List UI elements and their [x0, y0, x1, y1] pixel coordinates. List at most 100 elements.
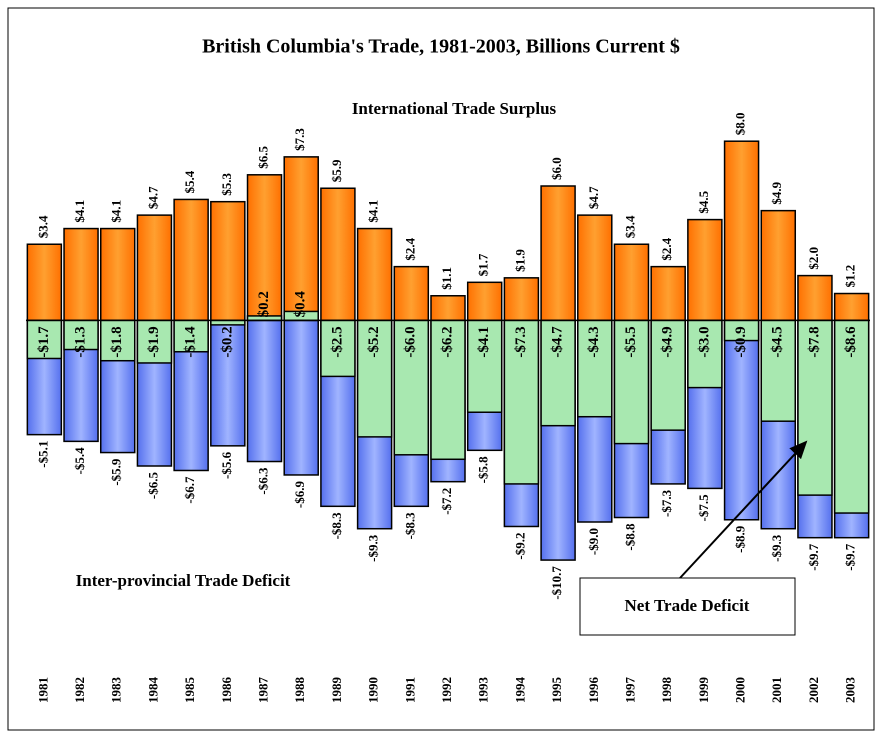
- data-label: -$6.9: [292, 480, 307, 508]
- bar: [320, 187, 356, 322]
- data-label: $0.2: [256, 291, 272, 317]
- x-tick-label: 1990: [366, 677, 381, 703]
- x-tick-label: 1999: [696, 677, 711, 704]
- bar: [136, 319, 173, 364]
- data-label: -$8.6: [843, 326, 859, 358]
- data-label: -$5.2: [366, 326, 382, 357]
- data-label: -$1.4: [183, 326, 199, 358]
- bar: [320, 319, 356, 378]
- data-label: -$7.5: [696, 494, 711, 522]
- annotation: Net Trade Deficit: [625, 596, 750, 615]
- data-label: -$0.9: [733, 326, 749, 357]
- data-label: -$1.8: [109, 326, 125, 357]
- bar: [540, 185, 576, 322]
- bar: [577, 214, 613, 322]
- data-label: -$8.9: [733, 525, 748, 553]
- bar: [393, 265, 430, 322]
- data-label: $1.7: [476, 253, 491, 276]
- data-label: -$9.7: [806, 543, 821, 571]
- x-tick-label: 1995: [549, 677, 564, 704]
- x-tick-label: 2002: [806, 677, 821, 703]
- x-tick-label: 2001: [769, 677, 784, 703]
- data-label: -$5.4: [72, 447, 87, 475]
- data-label: $4.9: [769, 181, 784, 204]
- data-label: -$1.9: [146, 326, 162, 357]
- data-label: $5.3: [219, 172, 234, 195]
- data-label: -$5.8: [476, 456, 491, 484]
- data-label: $2.4: [402, 237, 417, 260]
- plot: $3.4 -$5.1 -$1.7 1981 $4.1 -$5.4 -$1.3 1982 $4.1…: [26, 112, 870, 703]
- bar: [760, 209, 797, 322]
- x-tick-label: 1997: [622, 677, 637, 704]
- x-tick-label: 1994: [512, 677, 527, 704]
- data-label: $6.5: [256, 146, 271, 169]
- bar: [26, 319, 63, 360]
- x-tick-label: 2003: [843, 677, 858, 704]
- data-label: $1.1: [439, 267, 454, 290]
- data-label: -$1.7: [36, 326, 52, 358]
- data-label: -$9.3: [366, 534, 381, 562]
- data-label: $2.4: [659, 237, 674, 260]
- data-label: -$7.3: [659, 489, 674, 517]
- bar: [466, 281, 503, 322]
- x-tick-label: 1993: [476, 677, 491, 704]
- chart-title: British Columbia's Trade, 1981-2003, Bil…: [202, 36, 680, 58]
- bar: [503, 277, 540, 322]
- data-label: $8.0: [733, 112, 748, 135]
- data-label: -$6.7: [182, 476, 197, 504]
- x-tick-label: 1998: [659, 677, 674, 704]
- data-label: -$8.3: [402, 512, 417, 540]
- data-label: $4.1: [366, 200, 381, 223]
- x-tick-label: 2000: [733, 677, 748, 703]
- bar: [246, 174, 283, 322]
- bar: [356, 227, 393, 322]
- x-tick-label: 1996: [586, 677, 601, 704]
- data-label: -$9.2: [512, 532, 527, 559]
- data-label: -$9.3: [769, 534, 784, 562]
- data-label: -$1.3: [72, 326, 88, 357]
- bar: [723, 319, 760, 521]
- data-label: -$7.3: [513, 326, 529, 357]
- bar: [687, 319, 723, 389]
- data-label: -$5.9: [109, 458, 124, 486]
- bar: [797, 319, 833, 496]
- data-label: -$6.5: [145, 472, 160, 500]
- data-label: $3.4: [622, 215, 637, 238]
- data-label: -$5.6: [219, 451, 234, 479]
- x-tick-label: 1983: [109, 677, 124, 704]
- x-tick-label: 1989: [329, 677, 344, 704]
- data-label: $0.4: [293, 291, 309, 318]
- bar: [797, 274, 833, 322]
- bar: [466, 319, 503, 413]
- data-label: -$6.0: [403, 326, 419, 357]
- data-label: -$7.2: [439, 488, 454, 515]
- x-tick-label: 1981: [35, 677, 50, 703]
- bar: [833, 319, 870, 514]
- x-tick-label: 1985: [182, 677, 197, 704]
- data-label: -$4.7: [550, 326, 566, 358]
- x-tick-label: 1986: [219, 677, 234, 704]
- data-label: $5.9: [329, 159, 344, 182]
- data-label: -$8.3: [329, 512, 344, 540]
- data-label: $5.4: [182, 170, 197, 193]
- data-label: -$10.7: [549, 566, 564, 600]
- data-label: $4.1: [109, 200, 124, 223]
- bar: [833, 292, 870, 322]
- data-label: $6.0: [549, 157, 564, 180]
- data-label: $4.7: [586, 186, 601, 209]
- data-label: -$8.8: [622, 523, 637, 551]
- bar: [430, 319, 466, 461]
- data-label: -$3.0: [696, 326, 712, 357]
- data-label: -$0.2: [219, 326, 235, 357]
- annotation-box: [579, 577, 796, 636]
- data-label: -$4.5: [770, 326, 786, 357]
- bar: [650, 265, 686, 322]
- bar: [430, 295, 466, 322]
- data-label: -$5.5: [623, 326, 639, 357]
- bar: [99, 227, 136, 322]
- data-label: $1.9: [512, 249, 527, 272]
- data-label: -$6.2: [439, 326, 455, 357]
- bar: [136, 214, 173, 322]
- bar: [613, 243, 650, 322]
- x-tick-label: 1988: [292, 677, 307, 704]
